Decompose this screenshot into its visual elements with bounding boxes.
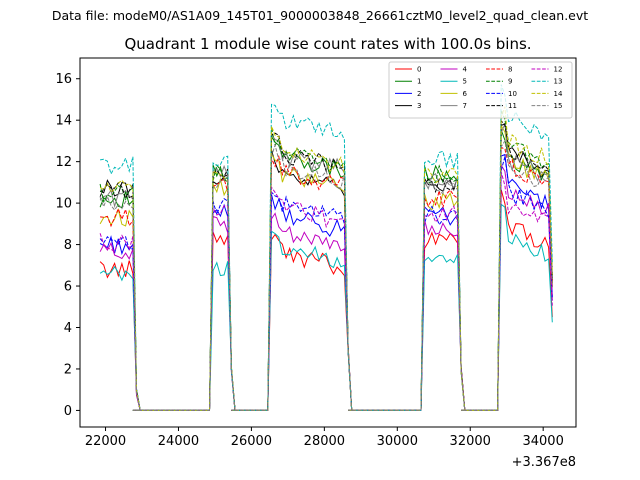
y-tick-label: 8 [64, 238, 72, 253]
x-tick-label: 30000 [377, 434, 418, 449]
series-line-7 [99, 123, 553, 411]
x-tick-label: 28000 [304, 434, 345, 449]
plot-frame [79, 57, 577, 428]
legend-label-2: 2 [417, 90, 421, 98]
legend-label-11: 11 [508, 102, 517, 110]
legend-label-4: 4 [463, 66, 468, 74]
y-tick-label: 10 [55, 197, 72, 212]
legend-label-6: 6 [463, 90, 468, 98]
legend-box [388, 61, 573, 119]
series-line-15 [99, 139, 553, 411]
x-axis: 22000 24000 26000 28000 30000 32000 34000 [85, 427, 564, 449]
series-line-8 [100, 146, 553, 411]
series-line-12 [99, 171, 553, 411]
series-line-3 [99, 122, 553, 411]
y-tick-label: 12 [55, 155, 72, 170]
series-line-10 [99, 156, 553, 411]
series-line-4 [99, 163, 553, 411]
legend-label-5: 5 [463, 78, 467, 86]
y-tick-label: 6 [64, 280, 72, 295]
legend-label-3: 3 [417, 102, 421, 110]
x-tick-label: 22000 [85, 434, 126, 449]
y-tick-label: 14 [55, 114, 72, 129]
chart-suptitle: Data file: modeM0/AS1A09_145T01_90000038… [52, 8, 588, 23]
legend-label-13: 13 [554, 78, 563, 86]
x-tick-label: 34000 [522, 434, 563, 449]
y-tick-label: 0 [64, 404, 72, 419]
y-tick-label: 16 [55, 72, 72, 87]
series-line-14 [99, 106, 553, 411]
series-line-13 [100, 84, 553, 411]
x-tick-label: 32000 [450, 434, 491, 449]
plot-area [79, 57, 577, 428]
series-lines [99, 84, 553, 411]
chart-title: Quadrant 1 module wise count rates with … [124, 35, 531, 53]
legend-label-10: 10 [508, 90, 517, 98]
legend-label-8: 8 [508, 66, 512, 74]
series-line-0 [99, 189, 553, 411]
legend-label-14: 14 [554, 90, 563, 98]
series-line-9 [99, 109, 553, 411]
x-tick-label: 24000 [158, 434, 199, 449]
legend-label-0: 0 [417, 66, 421, 74]
legend-label-7: 7 [463, 102, 467, 110]
series-line-2 [99, 153, 553, 411]
legend-label-15: 15 [554, 102, 563, 110]
series-line-6 [99, 123, 553, 411]
y-tick-label: 4 [64, 321, 72, 336]
x-tick-label: 26000 [231, 434, 272, 449]
legend-label-1: 1 [417, 78, 421, 86]
legend-label-9: 9 [508, 78, 512, 86]
legend-label-12: 12 [554, 66, 563, 74]
series-line-11 [99, 119, 553, 411]
series-line-5 [99, 203, 553, 411]
x-axis-offset-label: +3.367e8 [512, 455, 576, 470]
y-tick-label: 2 [64, 362, 72, 377]
y-axis: 0 2 4 6 8 10 12 14 16 [55, 72, 80, 419]
